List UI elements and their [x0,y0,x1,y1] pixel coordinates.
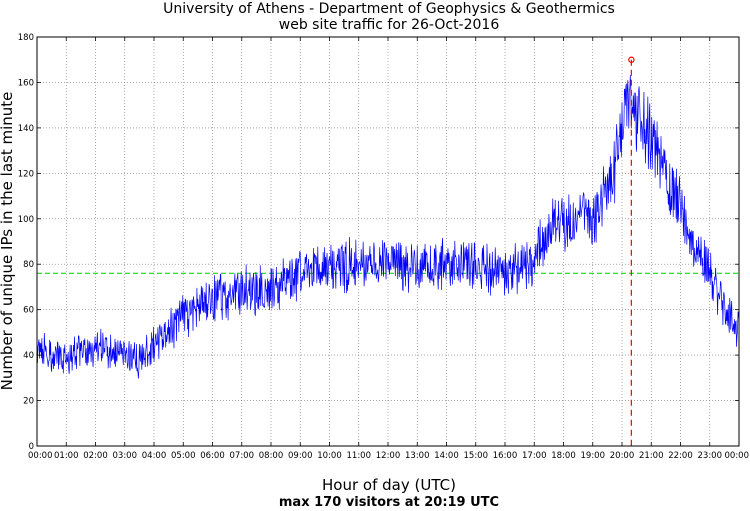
y-tick-label: 160 [18,78,34,88]
x-tick-label: 17:00 [522,451,547,461]
y-tick-label: 60 [23,306,34,316]
x-axis-label: Hour of day (UTC) [322,476,456,494]
peak-point [628,56,635,63]
x-tick-label: 18:00 [551,451,576,461]
x-tick-label: 10:00 [317,451,342,461]
traffic-series [36,75,740,379]
x-tick-label: 21:00 [639,451,664,461]
max-visitors-caption: max 170 visitors at 20:19 UTC [279,495,499,510]
x-tick-label: 14:00 [434,451,459,461]
y-tick-label: 180 [18,33,34,43]
x-tick-label: 11:00 [347,451,372,461]
x-tick-label: 15:00 [464,451,489,461]
y-tick-label: 100 [18,215,34,225]
x-tick-label: 13:00 [405,451,430,461]
x-tick-label: 00:00 [28,451,53,461]
x-tick-label: 16:00 [493,451,518,461]
y-tick-label: 20 [23,397,34,407]
x-tick-label: 20:00 [610,451,635,461]
peak-marker [628,56,635,446]
x-tick-label: 09:00 [288,451,313,461]
x-tick-label: 07:00 [230,451,255,461]
x-tick-label: 12:00 [376,451,401,461]
x-tick-label: 05:00 [171,451,196,461]
traffic-line [36,75,740,379]
x-tick-label: 08:00 [259,451,284,461]
y-axis-ticks: 0 20 40 60 80 100 120 140 160 180 [18,33,739,452]
x-tick-label: 06:00 [200,451,225,461]
x-tick-label: 19:00 [581,451,606,461]
x-tick-label: 22:00 [668,451,693,461]
y-tick-label: 140 [18,124,34,134]
y-tick-label: 120 [18,169,34,179]
grid-lines [37,37,739,446]
x-tick-label: 23:00 [698,451,723,461]
x-tick-label: 04:00 [142,451,167,461]
y-tick-label: 0 [29,442,34,452]
x-axis-ticks: 00:00 01:00 02:00 03:00 04:00 05:00 06:00 07:00… [28,37,749,461]
x-tick-label: 00:00 [725,451,750,461]
chart-title: University of Athens - Department of Geo… [163,1,615,17]
y-tick-label: 40 [23,351,34,361]
chart-subtitle: web site traffic for 26-Oct-2016 [279,17,500,33]
y-axis-label: Number of unique IPs in the last minute [0,92,16,391]
x-tick-label: 01:00 [54,451,79,461]
y-tick-label: 80 [23,260,34,270]
x-tick-label: 03:00 [113,451,138,461]
x-tick-label: 02:00 [83,451,108,461]
